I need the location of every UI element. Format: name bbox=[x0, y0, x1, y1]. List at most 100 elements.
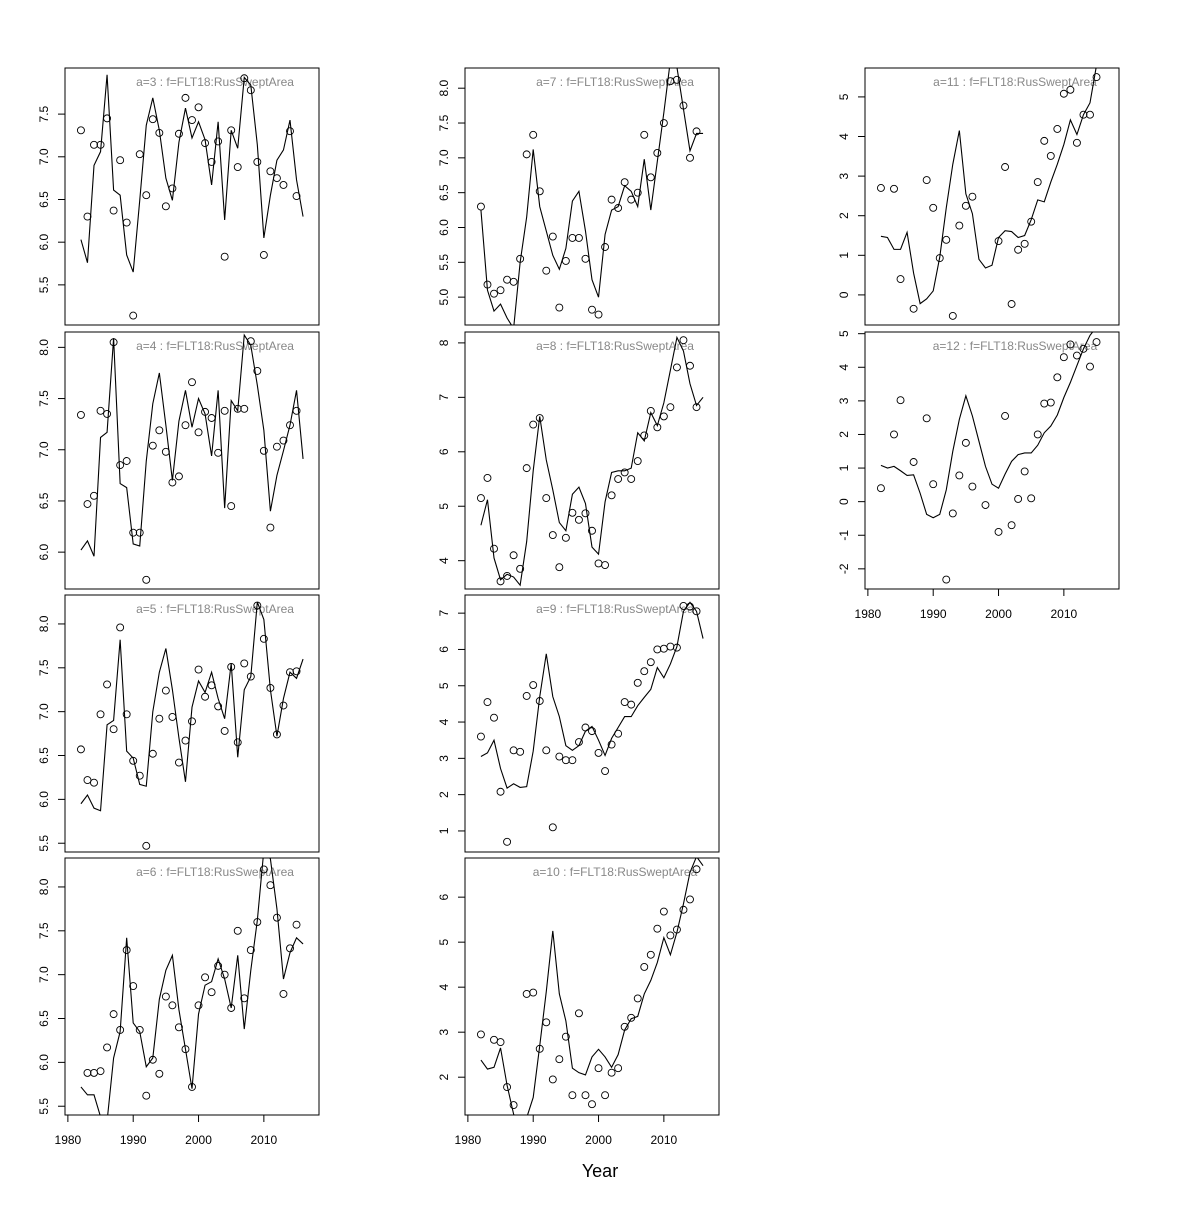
observed-point bbox=[607, 195, 616, 204]
observed-point bbox=[214, 961, 223, 970]
fitted-line bbox=[80, 858, 304, 1115]
panel-title: a=10 : f=FLT18:RusSweptArea bbox=[533, 865, 698, 879]
observed-point bbox=[581, 509, 590, 518]
observed-point bbox=[601, 243, 610, 251]
observed-point bbox=[476, 494, 485, 503]
observed-point bbox=[103, 680, 112, 689]
panel: 5.5 6.0 6.5 7.0 7.5 8.0 1980 1990 2000 2010 a=6 : … bbox=[37, 857, 320, 1147]
panel: 5.0 5.5 6.0 6.5 7.0 7.5 8.0 a=7 : f=FLT18:RusSw… bbox=[437, 67, 720, 326]
observed-point bbox=[103, 1043, 112, 1052]
observed-point bbox=[233, 163, 242, 171]
observed-point bbox=[555, 303, 564, 312]
panel-frame bbox=[864, 67, 1120, 326]
y-tick-label: 6.5 bbox=[37, 1010, 51, 1027]
panel: 0 1 2 3 4 5 a=11 : f=FLT18:RusSweptArea bbox=[837, 67, 1120, 326]
y-tick-label: 2 bbox=[437, 791, 451, 798]
observed-point bbox=[174, 129, 183, 138]
observed-point bbox=[594, 310, 603, 319]
plot-area bbox=[80, 858, 304, 1115]
y-tick-label: 8.0 bbox=[437, 80, 451, 97]
y-tick-label: -2 bbox=[837, 563, 851, 574]
y-tick-label: 3 bbox=[837, 397, 851, 404]
observed-point bbox=[90, 491, 98, 500]
observed-point bbox=[174, 758, 183, 767]
y-tick-label: 4 bbox=[437, 557, 451, 564]
observed-point bbox=[509, 1101, 518, 1110]
y-tick-label: 0 bbox=[837, 498, 851, 505]
y-tick-label: 6.0 bbox=[37, 234, 51, 251]
panel: 5.5 6.0 6.5 7.0 7.5 a=3 : f=FLT18:RusSweptAre… bbox=[37, 67, 320, 326]
observed-point bbox=[1001, 412, 1010, 420]
panel-title: a=3 : f=FLT18:RusSweptArea bbox=[136, 75, 294, 89]
observed-point bbox=[633, 457, 642, 465]
y-tick-label: 8.0 bbox=[37, 878, 51, 895]
observed-point bbox=[272, 442, 281, 451]
observed-point bbox=[548, 1075, 557, 1084]
observed-point bbox=[233, 738, 242, 747]
observed-point bbox=[653, 924, 662, 933]
observed-point bbox=[181, 1045, 190, 1054]
observed-point bbox=[1079, 110, 1088, 119]
observed-point bbox=[948, 509, 957, 518]
observed-point bbox=[266, 881, 275, 890]
observed-point bbox=[155, 1069, 164, 1078]
observed-point bbox=[1092, 73, 1101, 82]
y-tick-label: 2 bbox=[437, 1074, 451, 1081]
panel: 4 5 6 7 8 a=8 : f=FLT18:RusSweptArea bbox=[437, 331, 720, 590]
observed-point bbox=[240, 659, 249, 668]
observed-point bbox=[686, 361, 694, 370]
y-tick-label: 7.0 bbox=[437, 149, 451, 166]
fitted-line bbox=[480, 858, 704, 1115]
observed-point bbox=[581, 1091, 590, 1100]
plot-area bbox=[476, 68, 704, 325]
observed-point bbox=[142, 191, 151, 200]
y-tick-label: 6.5 bbox=[37, 191, 51, 208]
observed-point bbox=[529, 420, 538, 429]
y-tick-label: 3 bbox=[837, 172, 851, 179]
observed-point bbox=[194, 1001, 203, 1010]
panel-title: a=6 : f=FLT18:RusSweptArea bbox=[136, 865, 294, 879]
observed-point bbox=[168, 1001, 177, 1010]
observed-point bbox=[109, 206, 118, 215]
panel: -2 -1 0 1 2 3 4 5 1980 1990 2000 2010 a=12 : f=FLT18… bbox=[837, 330, 1120, 621]
x-tick-label: 2010 bbox=[251, 1133, 278, 1147]
observed-point bbox=[286, 421, 294, 430]
observed-point bbox=[561, 533, 570, 542]
observed-point bbox=[246, 946, 255, 955]
observed-point bbox=[188, 378, 196, 387]
observed-point bbox=[1072, 138, 1081, 147]
observed-point bbox=[116, 461, 125, 470]
observed-point bbox=[220, 727, 229, 735]
observed-point bbox=[188, 717, 196, 726]
observed-point bbox=[1086, 362, 1094, 371]
observed-point bbox=[490, 544, 498, 553]
observed-point bbox=[490, 713, 498, 722]
plot-area bbox=[476, 601, 704, 846]
observed-point bbox=[109, 725, 118, 734]
observed-point bbox=[640, 962, 649, 971]
observed-point bbox=[516, 747, 525, 756]
observed-point bbox=[955, 471, 964, 480]
observed-point bbox=[503, 275, 512, 284]
observed-point bbox=[266, 523, 275, 532]
y-tick-label: 8.0 bbox=[37, 615, 51, 632]
y-tick-label: 5.5 bbox=[37, 835, 51, 852]
y-tick-label: 4 bbox=[437, 984, 451, 991]
observed-point bbox=[574, 515, 583, 524]
observed-point bbox=[659, 644, 668, 653]
panel-title: a=9 : f=FLT18:RusSweptArea bbox=[536, 602, 694, 616]
observed-point bbox=[76, 745, 85, 754]
observed-point bbox=[292, 192, 301, 201]
observed-point bbox=[1027, 494, 1036, 503]
observed-point bbox=[76, 126, 85, 135]
x-tick-label: 1990 bbox=[520, 1133, 547, 1147]
observed-point bbox=[509, 746, 518, 755]
observed-point bbox=[279, 181, 288, 189]
y-tick-label: 3 bbox=[437, 1029, 451, 1036]
observed-point bbox=[555, 752, 564, 761]
observed-point bbox=[522, 150, 531, 159]
observed-point bbox=[181, 93, 190, 102]
panel-title: a=4 : f=FLT18:RusSweptArea bbox=[136, 339, 294, 353]
observed-point bbox=[555, 563, 564, 572]
observed-point bbox=[529, 988, 538, 997]
